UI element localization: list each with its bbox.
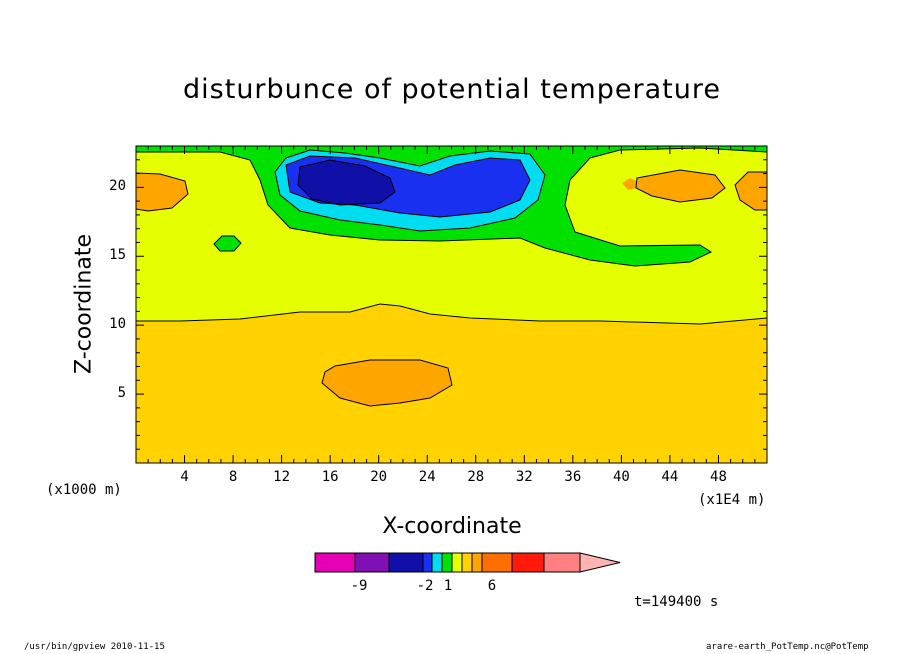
colorbar-tick-label: -2: [416, 578, 434, 594]
x-tick-label: 20: [370, 469, 388, 485]
x-tick-label: 36: [564, 469, 582, 485]
colorbar-tick-label: -9: [350, 578, 368, 594]
y-axis-label: Z-coordinate: [71, 234, 97, 374]
x-tick-label: 8: [228, 469, 238, 485]
field-warm-speck: [622, 178, 638, 190]
x-unit-right: (x1E4 m): [698, 492, 766, 508]
x-tick-label: 4: [180, 469, 189, 485]
x-axis-label: X-coordinate: [382, 514, 522, 539]
contour-lines: [136, 147, 767, 407]
field-warm-lower: [322, 360, 452, 406]
field-warm-left: [136, 173, 188, 211]
x-tick-label: 32: [515, 469, 533, 485]
x-unit-left: (x1000 m): [46, 482, 122, 498]
time-label: t=149400 s: [634, 594, 719, 610]
footer-left: /usr/bin/gpview 2010-11-15: [24, 642, 165, 652]
x-tick-label: 48: [710, 469, 727, 485]
colorbar-tick-label: 6: [487, 578, 497, 594]
x-tick-label: 12: [273, 469, 291, 485]
x-tick-label: 44: [661, 469, 679, 485]
footer-right: arare-earth_PotTemp.nc@PotTemp: [706, 642, 869, 652]
x-tick-label: 24: [418, 469, 436, 485]
axis-ticks: [136, 146, 767, 463]
x-tick-label: 16: [321, 469, 339, 485]
y-tick-label: 10: [109, 316, 126, 333]
x-tick-label: 28: [467, 469, 485, 485]
x-tick-label: 40: [612, 469, 630, 485]
y-tick-label: 20: [109, 178, 126, 195]
field-small-cool-patch: [214, 236, 241, 251]
y-tick-label: 15: [109, 247, 126, 264]
field-warm-right-1: [636, 170, 725, 202]
colorbar-tick-label: 1: [443, 578, 453, 594]
contour-fill-layers: [136, 146, 767, 463]
chart-title: disturbunce of potential temperature: [183, 74, 721, 105]
field-coldest-core: [298, 160, 395, 205]
field-warm-right-2: [735, 172, 767, 210]
y-tick-label: 5: [117, 385, 126, 402]
